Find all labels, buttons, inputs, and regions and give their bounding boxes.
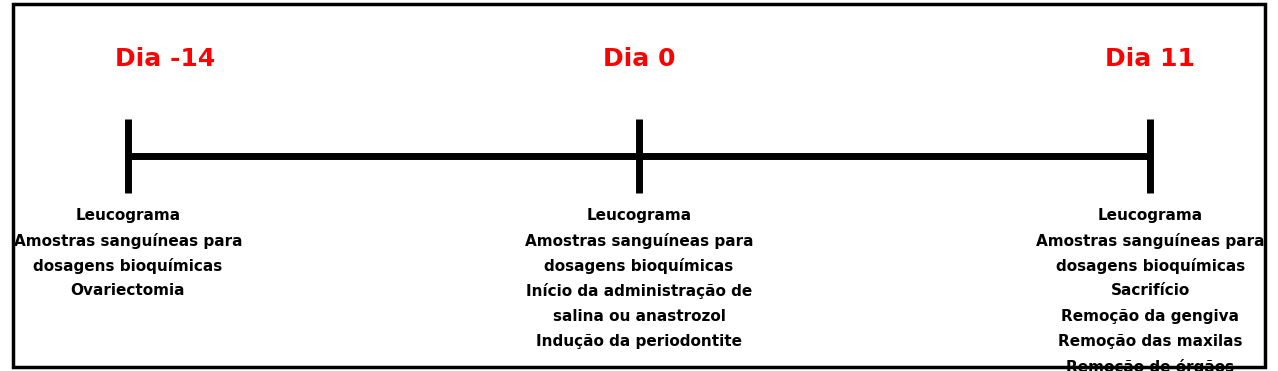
Text: Remoção das maxilas: Remoção das maxilas xyxy=(1058,334,1242,349)
Text: dosagens bioquímicas: dosagens bioquímicas xyxy=(1056,258,1245,274)
Text: Amostras sanguíneas para: Amostras sanguíneas para xyxy=(1036,233,1264,249)
Text: salina ou anastrozol: salina ou anastrozol xyxy=(552,309,726,324)
Text: dosagens bioquímicas: dosagens bioquímicas xyxy=(544,258,734,274)
Text: Leucograma: Leucograma xyxy=(1098,208,1203,223)
Text: Remoção de órgãos: Remoção de órgãos xyxy=(1066,359,1235,371)
Text: Leucograma: Leucograma xyxy=(587,208,691,223)
Text: Dia 11: Dia 11 xyxy=(1105,47,1195,71)
Text: Sacrifício: Sacrifício xyxy=(1111,283,1190,298)
Text: Ovariectomia: Ovariectomia xyxy=(70,283,185,298)
Text: Início da administração de: Início da administração de xyxy=(525,283,753,299)
Text: Amostras sanguíneas para: Amostras sanguíneas para xyxy=(14,233,242,249)
Text: Indução da periodontite: Indução da periodontite xyxy=(535,334,743,349)
Text: Dia -14: Dia -14 xyxy=(115,47,215,71)
Text: Remoção da gengiva: Remoção da gengiva xyxy=(1061,309,1240,324)
Text: dosagens bioquímicas: dosagens bioquímicas xyxy=(33,258,222,274)
Text: Amostras sanguíneas para: Amostras sanguíneas para xyxy=(525,233,753,249)
Text: Leucograma: Leucograma xyxy=(75,208,180,223)
Text: Dia 0: Dia 0 xyxy=(603,47,675,71)
